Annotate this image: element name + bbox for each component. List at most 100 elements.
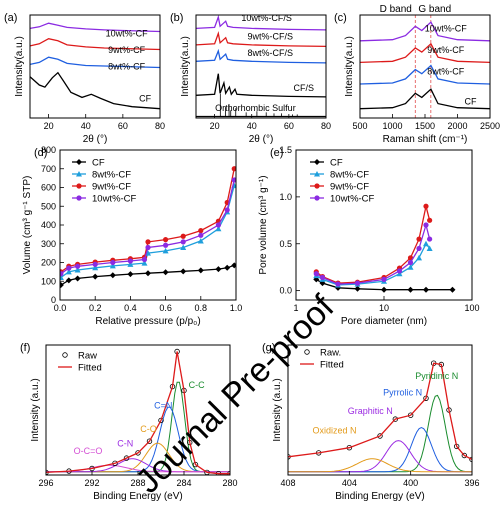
data-point: [426, 245, 433, 251]
data-point: [180, 233, 186, 239]
data-point: [198, 232, 204, 238]
data-point: [135, 450, 141, 456]
x-tick-label: 1: [293, 303, 298, 313]
data-point: [215, 266, 222, 273]
x-tick-label: 396: [464, 478, 479, 488]
series-label: 9wt%-CF: [108, 45, 146, 55]
x-axis-label-c: Raman shift (cm⁻¹): [383, 134, 468, 145]
x-axis-label-f: Binding Energy (eV): [93, 491, 183, 502]
data-point: [127, 271, 134, 278]
component-label: C-N: [117, 438, 133, 448]
y-tick-label: 800: [41, 145, 56, 155]
data-point: [65, 268, 72, 275]
panel-label-c: (c): [334, 12, 347, 24]
x-tick-label: 20: [44, 121, 54, 131]
y-tick-label: 0.0: [279, 286, 292, 296]
x-tick-label: 292: [84, 478, 99, 488]
data-point: [74, 267, 81, 273]
series-label: CF/S: [293, 83, 314, 93]
data-point: [469, 456, 472, 463]
series-label: CF: [139, 94, 151, 104]
x-axis-label-a: 2θ (°): [83, 134, 108, 145]
data-point: [231, 177, 236, 183]
data-point: [231, 262, 236, 269]
legend-label: 8wt%-CF: [330, 170, 369, 181]
y-tick-label: 1.5: [279, 145, 292, 155]
data-point: [163, 242, 169, 248]
data-point: [224, 264, 231, 271]
series-label: 10wt%-CF: [106, 29, 149, 39]
plot-area-b: [196, 15, 326, 118]
series-label: 10wt%-CF/S: [241, 13, 292, 23]
series-line-1: [360, 42, 490, 64]
x-tick-label: 0.8: [195, 303, 208, 313]
data-point: [231, 166, 236, 172]
x-tick-label: 10: [379, 303, 389, 313]
x-tick-label: 80: [321, 121, 331, 131]
data-point: [422, 286, 429, 293]
data-point: [180, 239, 186, 245]
series-label: CF: [465, 97, 477, 107]
x-axis-label-d: Relative pressure (p/p₀): [95, 316, 200, 327]
legend-marker: [76, 195, 82, 201]
data-point: [162, 247, 169, 254]
data-point: [427, 236, 433, 242]
series-line-0: [30, 22, 160, 33]
panel-label-g: (g): [262, 342, 275, 354]
data-point: [461, 452, 468, 459]
data-point: [381, 286, 387, 293]
data-point: [110, 259, 116, 266]
data-point: [215, 225, 222, 232]
y-tick-label: 200: [41, 258, 56, 268]
data-point: [422, 240, 429, 247]
series-line-3: [60, 179, 235, 275]
data-point: [407, 259, 414, 266]
data-point: [354, 280, 361, 286]
x-tick-label: 2500: [480, 121, 500, 131]
legend-marker: [76, 171, 82, 177]
panel-d: (d) 0.0 0.2 0.4 0.6 0.8 1.0 0 100 200 300 400 500 600…: [22, 145, 242, 327]
component-peak: [288, 458, 472, 473]
y-tick-label: 300: [41, 239, 56, 249]
series-label: 9wt%-CF: [427, 45, 465, 55]
data-point: [197, 237, 204, 244]
data-point: [141, 260, 148, 266]
panel-label-a: (a): [4, 12, 17, 24]
panel-label-d: (d): [34, 147, 47, 159]
data-point: [407, 264, 414, 270]
x-axis-label-b: 2θ (°): [249, 134, 274, 145]
data-point: [377, 433, 383, 439]
data-point: [313, 271, 319, 277]
y-tick-label: 0.5: [279, 239, 292, 249]
x-tick-label: 0.0: [54, 303, 67, 313]
data-point: [60, 282, 64, 288]
series-line-1: [46, 351, 230, 475]
x-tick-label: 60: [118, 121, 128, 131]
series-line-1: [288, 362, 472, 460]
x-tick-label: 1500: [415, 121, 435, 131]
y-tick-label: 100: [41, 276, 56, 286]
data-point: [74, 275, 81, 282]
x-tick-label: 400: [403, 478, 418, 488]
x-tick-label: 20: [210, 121, 220, 131]
legend-label: Fitted: [78, 363, 102, 374]
series-line-3: [315, 222, 431, 285]
data-point: [92, 273, 99, 280]
y-tick-label: 700: [41, 164, 56, 174]
panel-label-e: (e): [270, 147, 283, 159]
data-point: [66, 265, 72, 271]
y-tick-label: 0: [51, 295, 56, 305]
series-label: 9wt%-CF/S: [248, 32, 294, 42]
panel-label-f: (f): [20, 342, 30, 354]
y-tick-label: 600: [41, 183, 56, 193]
y-axis-label-f: Intensity (a.u.): [30, 378, 41, 441]
data-point: [145, 270, 151, 277]
data-point: [123, 455, 130, 461]
data-point: [224, 207, 230, 213]
data-point: [180, 244, 187, 250]
x-axis-label-g: Binding Energy (eV): [335, 491, 425, 502]
series-line-0: [360, 21, 490, 42]
data-point: [416, 245, 422, 252]
data-point: [145, 239, 151, 245]
